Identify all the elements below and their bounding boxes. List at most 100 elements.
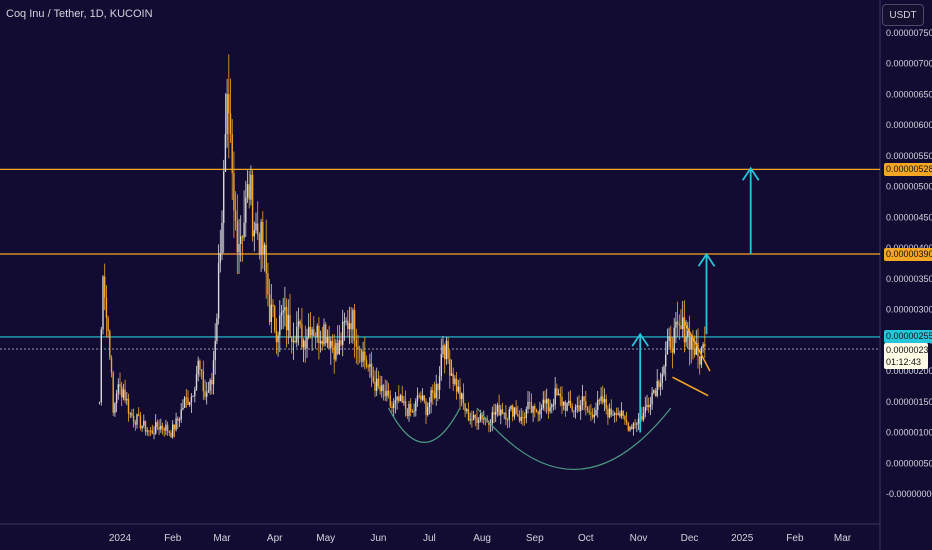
candle-body (668, 336, 670, 341)
candle-body (627, 422, 629, 431)
candle-body (552, 404, 555, 406)
x-tick-label: Jun (370, 533, 386, 544)
candle-body (243, 222, 245, 238)
candle-body (568, 400, 570, 404)
candle-body (170, 432, 172, 438)
candle-body (260, 221, 262, 255)
x-tick-label: Mar (834, 533, 852, 544)
candle-body (498, 405, 500, 416)
candle-body (695, 342, 697, 355)
candle-body (105, 297, 108, 318)
candle-body (452, 373, 454, 384)
candle-body (216, 318, 218, 341)
candle-body (270, 304, 272, 323)
candle-body (268, 294, 271, 323)
candle-body (148, 430, 150, 432)
candle-body (506, 419, 509, 421)
candle-body (289, 314, 291, 338)
candle-body (311, 329, 313, 336)
candle-body (207, 390, 210, 393)
candle-body (212, 360, 215, 385)
candle-body (197, 360, 199, 375)
candle-body (557, 393, 560, 396)
x-tick-label: Oct (578, 533, 594, 544)
candle-body (610, 408, 612, 415)
candle-body (648, 405, 650, 408)
x-tick-label: Feb (786, 533, 804, 544)
candle-body (632, 423, 635, 430)
candle-body (100, 329, 102, 402)
candle-body (165, 424, 167, 431)
candle-body (139, 415, 142, 429)
candle-body (578, 405, 580, 411)
candle-body (396, 396, 398, 401)
candle-body (432, 390, 434, 393)
candle-body (646, 405, 648, 408)
candle-body (98, 401, 101, 403)
candle-body (323, 324, 325, 345)
candle-body (546, 399, 548, 404)
candle-body (425, 401, 427, 415)
candle-body (309, 326, 312, 336)
candle-body (163, 428, 165, 431)
candle-body (564, 401, 567, 411)
candle-body (580, 405, 582, 411)
candle-body (410, 403, 412, 412)
x-tick-label: May (316, 533, 335, 544)
candle-body (588, 410, 590, 413)
price-tag-resistance-2: 0.000005281 (884, 162, 932, 176)
x-tick-label: 2024 (109, 533, 132, 544)
candle-body (542, 399, 544, 408)
candle-body (612, 414, 614, 416)
candle-body (636, 423, 638, 425)
candle-body (478, 420, 480, 423)
candle-body (501, 409, 504, 414)
candle-body (563, 401, 565, 406)
candle-body (168, 431, 170, 433)
candle-body (535, 409, 538, 413)
candle-body (445, 340, 448, 360)
last-price-label: 0.000002358 01:12:43 (884, 343, 932, 370)
falling-wedge-line (672, 376, 709, 397)
candle-body (605, 399, 607, 409)
candle-body (292, 340, 295, 342)
candle-body (394, 400, 397, 404)
candle-body (421, 395, 424, 400)
candle-body (376, 378, 378, 391)
candle-body (304, 340, 306, 349)
candle-body (313, 329, 315, 337)
currency-unit-button[interactable]: USDT (882, 4, 924, 26)
candle-body (122, 389, 125, 398)
candle-body (520, 417, 522, 421)
candle-body (138, 414, 140, 416)
candle-body (267, 273, 269, 295)
candle-body (461, 393, 463, 400)
candle-body (602, 396, 604, 403)
candle-body (459, 386, 461, 400)
candle-body (454, 378, 456, 384)
candle-body (440, 353, 442, 376)
candle-body (231, 134, 233, 173)
candle-body (693, 348, 696, 355)
candle-body (404, 401, 407, 409)
candle-body (109, 330, 111, 358)
candle-body (238, 244, 240, 253)
candle-body (678, 324, 680, 326)
candle-body (325, 324, 327, 344)
candle-body (274, 306, 276, 331)
candle-body (348, 323, 351, 330)
candle-body (634, 423, 636, 425)
candle-body (403, 401, 405, 403)
candle-body (262, 221, 264, 255)
candle-body (132, 415, 135, 422)
candle-body (561, 396, 563, 406)
candle-body (670, 336, 672, 350)
candle-body (335, 342, 337, 360)
candle-body (574, 407, 577, 411)
candle-body (442, 345, 444, 354)
candle-body (370, 363, 373, 377)
candle-body (381, 385, 383, 392)
candle-body (360, 350, 363, 362)
